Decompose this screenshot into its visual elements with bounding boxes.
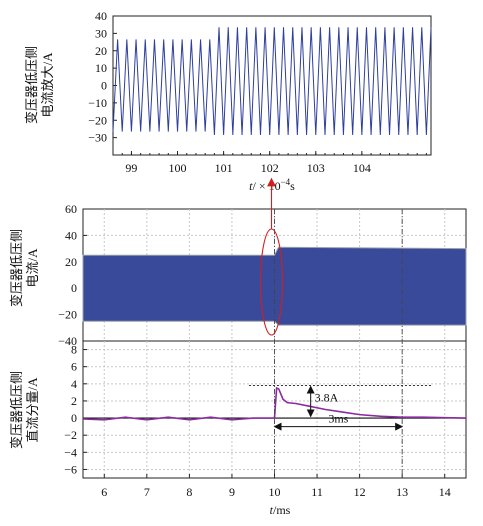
- dc-xtick-label: 6: [101, 485, 107, 499]
- dc-ytick-label: 4: [71, 377, 77, 391]
- zoom-ylabel-line2: 电流放大/A: [40, 52, 55, 118]
- zoom-xticks: 99 100 101 102 103 104: [112, 151, 427, 175]
- zoom-ytick-label: 30: [95, 26, 107, 40]
- current-ytick-label: −40: [58, 334, 77, 348]
- dc-ytick-label: −6: [64, 462, 77, 476]
- dc-xtick-label: 14: [439, 485, 451, 499]
- dc-ytick-label: 2: [71, 394, 77, 408]
- dc-duration-label: 3ms: [328, 412, 348, 426]
- dc-xlabel: t/ms: [270, 503, 291, 517]
- dc-xtick-label: 11: [311, 485, 323, 499]
- dc-annotations: 3.8A 3ms: [248, 385, 432, 431]
- zoom-ytick-label: −30: [88, 131, 107, 145]
- zoom-ytick-label: 20: [95, 44, 107, 58]
- zoom-panel: −30 −20 −10 0 10 20 30 40 99 100 101 102 103 104 变压器…: [24, 9, 432, 193]
- zoom-xtick-label: 100: [169, 161, 187, 175]
- event-markers: [259, 177, 403, 478]
- zoom-ytick-label: −20: [88, 113, 107, 127]
- current-ytick-label: −20: [58, 308, 77, 322]
- zoom-xtick-label: 99: [125, 161, 137, 175]
- dc-panel: −6 −4 −2 0 2 4 6 8 6 7 8 9 10 11 12 13 14 变压器低压侧 直流分量/A…: [9, 340, 467, 517]
- current-ytick-label: 20: [65, 255, 77, 269]
- dc-ytick-label: 6: [71, 360, 77, 374]
- current-ylabel-line1: 变压器低压侧: [9, 229, 24, 307]
- current-panel: −40 −20 0 20 40 60 变压器低压侧 电流/A: [9, 202, 467, 348]
- dc-xtick-label: 13: [396, 485, 408, 499]
- dc-ytick-label: −4: [64, 445, 77, 459]
- dc-peak-label: 3.8A: [315, 391, 339, 405]
- dc-xtick-label: 8: [186, 485, 192, 499]
- dc-xtick-label: 7: [144, 485, 150, 499]
- dc-yticks: −6 −4 −2 0 2 4 6 8: [64, 343, 87, 476]
- zoom-ytick-label: 10: [95, 61, 107, 75]
- zoom-ytick-label: 0: [101, 79, 107, 93]
- dc-ylabel-line1: 变压器低压侧: [9, 371, 24, 449]
- dc-ylabel-line2: 直流分量/A: [25, 377, 40, 443]
- zoom-ylabel-line1: 变压器低压侧: [24, 46, 39, 124]
- zoom-xtick-label: 103: [307, 161, 325, 175]
- zoom-yticks: −30 −20 −10 0 10 20 30 40: [88, 9, 117, 145]
- current-ytick-label: 60: [65, 202, 77, 216]
- dc-ytick-label: −2: [64, 428, 77, 442]
- current-ylabel-line2: 电流/A: [25, 248, 40, 288]
- zoom-xlabel: t/ × 10−4s: [249, 177, 295, 193]
- zoom-xtick-label: 102: [261, 161, 279, 175]
- zoom-xtick-label: 101: [215, 161, 233, 175]
- zoom-ytick-label: 40: [95, 9, 107, 23]
- zoom-ytick-label: −10: [88, 96, 107, 110]
- dc-ytick-label: 8: [71, 343, 77, 357]
- dc-xtick-label: 10: [269, 485, 281, 499]
- dc-xticks: 6 7 8 9 10 11 12 13 14: [101, 474, 451, 499]
- dc-xtick-label: 12: [354, 485, 366, 499]
- dc-xtick-label: 9: [229, 485, 235, 499]
- dc-ytick-label: 0: [71, 411, 77, 425]
- current-ytick-label: 40: [65, 228, 77, 242]
- zoom-current-line: [112, 27, 432, 136]
- dc-component-line: [82, 386, 467, 421]
- zoom-xtick-label: 104: [353, 161, 371, 175]
- current-ytick-label: 0: [71, 281, 77, 295]
